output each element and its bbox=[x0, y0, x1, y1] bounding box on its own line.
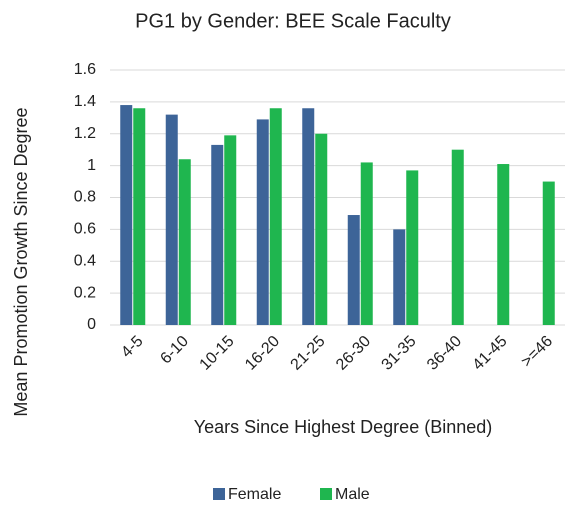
y-tick-label: 0.6 bbox=[74, 221, 96, 238]
y-tick-label: 1.4 bbox=[74, 93, 96, 110]
x-tick-label: 16-20 bbox=[242, 333, 283, 374]
legend-swatch bbox=[320, 488, 332, 500]
bar bbox=[451, 149, 464, 325]
x-tick-label: 31-35 bbox=[379, 333, 420, 374]
x-tick-label: 36-40 bbox=[424, 333, 465, 374]
bar bbox=[133, 108, 146, 325]
bar bbox=[542, 181, 555, 325]
x-axis-title: Years Since Highest Degree (Binned) bbox=[194, 417, 493, 437]
bar bbox=[256, 119, 269, 325]
x-tick-label: 4-5 bbox=[118, 333, 146, 361]
y-axis-title: Mean Promotion Growth Since Degree bbox=[11, 107, 31, 416]
legend-label: Male bbox=[335, 486, 370, 503]
y-tick-label: 0 bbox=[87, 316, 96, 333]
y-tick-label: 1 bbox=[87, 157, 96, 174]
legend-swatch bbox=[213, 488, 225, 500]
x-tick-label: 21-25 bbox=[288, 333, 329, 374]
bar bbox=[120, 105, 133, 325]
bar bbox=[406, 170, 419, 325]
bar bbox=[315, 133, 328, 325]
x-tick-label: 6-10 bbox=[157, 333, 192, 368]
x-tick-label: 26-30 bbox=[333, 333, 374, 374]
bar bbox=[347, 215, 360, 325]
bar bbox=[178, 159, 191, 325]
x-tick-label: 41-45 bbox=[470, 333, 511, 374]
bar bbox=[393, 229, 406, 325]
y-tick-label: 0.2 bbox=[74, 284, 96, 301]
bar bbox=[497, 164, 510, 325]
bar bbox=[224, 135, 237, 325]
y-tick-label: 1.2 bbox=[74, 125, 96, 142]
x-tick-label: >=46 bbox=[518, 333, 556, 371]
bar bbox=[269, 108, 282, 325]
bar bbox=[165, 114, 178, 325]
bar bbox=[302, 108, 315, 325]
x-tick-label: 10-15 bbox=[197, 333, 238, 374]
y-tick-label: 0.4 bbox=[74, 252, 96, 269]
bar bbox=[211, 144, 224, 325]
chart-title: PG1 by Gender: BEE Scale Faculty bbox=[135, 10, 451, 32]
bar bbox=[360, 162, 373, 325]
legend-label: Female bbox=[228, 486, 281, 503]
y-tick-label: 0.8 bbox=[74, 189, 96, 206]
y-tick-label: 1.6 bbox=[74, 61, 96, 78]
